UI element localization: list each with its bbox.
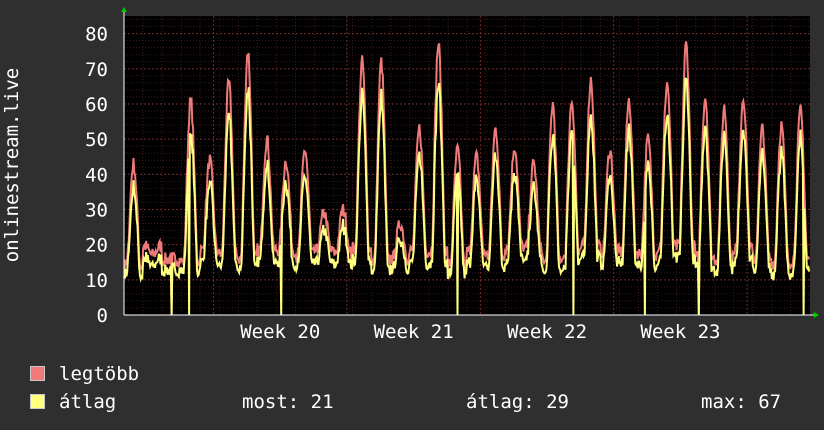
- legend-swatch-avg: [30, 394, 45, 409]
- x-tick-labels: Week 20 Week 21 Week 22 Week 23: [240, 321, 720, 343]
- legend-swatch-max: [30, 366, 45, 381]
- stat-avg: átlag: 29: [466, 391, 569, 413]
- y-tick-label: 40: [85, 164, 108, 186]
- stat-max: max: 67: [701, 391, 782, 413]
- legend-label-avg: átlag: [59, 391, 117, 413]
- grid: [123, 16, 811, 316]
- y-axis-arrow: [121, 7, 127, 12]
- x-tick-label: Week 23: [640, 321, 720, 343]
- x-axis-arrow: [814, 312, 819, 318]
- y-tick-label: 30: [85, 199, 108, 221]
- y-tick-label: 60: [85, 94, 108, 116]
- y-tick-label: 10: [85, 270, 108, 292]
- legend-label-max: legtöbb: [59, 363, 140, 385]
- axes: [121, 7, 819, 318]
- y-axis-label: onlinestream.live: [1, 67, 23, 263]
- series-line-legtobb: [123, 41, 811, 316]
- series-line-atlag: [123, 77, 811, 316]
- legend-row-avg: átlag most: 21 átlag: 29 max: 67: [30, 390, 810, 414]
- stat-now: most: 21: [242, 391, 334, 413]
- x-tick-label: Week 20: [240, 321, 320, 343]
- y-tick-label: 80: [85, 24, 108, 46]
- x-tick-label: Week 22: [507, 321, 587, 343]
- legend-row-max: legtöbb: [30, 362, 810, 386]
- series-lines: [123, 41, 811, 316]
- y-tick-labels: 0 10 20 30 40 50 60 70 80: [85, 24, 108, 327]
- x-tick-label: Week 21: [374, 321, 454, 343]
- y-tick-label: 20: [85, 235, 108, 257]
- y-tick-label: 50: [85, 129, 108, 151]
- y-tick-label: 70: [85, 59, 108, 81]
- chart-area: 0 10 20 30 40 50 60 70 80 Week 20 Week 21 Week 22 W…: [1, 7, 819, 343]
- y-tick-label: 0: [97, 305, 108, 327]
